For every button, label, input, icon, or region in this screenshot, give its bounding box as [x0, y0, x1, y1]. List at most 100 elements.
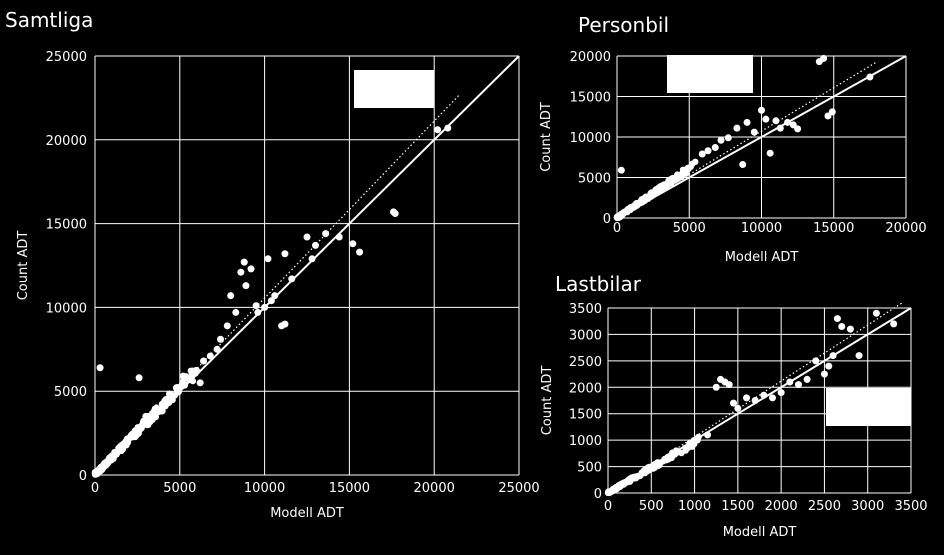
trend-line: [607, 302, 903, 494]
x-tick-label: 5000: [163, 481, 196, 496]
scatter-point: [698, 150, 706, 158]
reference-line: [607, 307, 912, 494]
scatter-point: [890, 320, 898, 328]
scatter-point: [288, 275, 296, 283]
scatter-point: [734, 404, 742, 412]
scatter-point: [308, 255, 316, 263]
scatter-point: [762, 115, 770, 123]
scatter-point: [794, 125, 802, 133]
scatter-point: [712, 383, 720, 391]
scatter-point: [172, 384, 180, 392]
scatter-point: [768, 394, 776, 402]
x-tick-label: 2500: [808, 499, 841, 514]
scatter-point: [743, 394, 751, 402]
scatter-point: [711, 144, 719, 152]
x-tick-label: 500: [639, 499, 664, 514]
x-tick-label: 1500: [721, 499, 754, 514]
x-tick-label: 15000: [329, 481, 370, 496]
y-tick-label: 20000: [570, 50, 611, 65]
scatter-point: [96, 364, 104, 372]
y-tick-label: 2500: [569, 355, 602, 370]
scatter-point: [812, 357, 820, 365]
x-tick-label: 0: [91, 481, 99, 496]
y-axis-label: Count ADT: [540, 366, 555, 436]
scatter-point: [717, 136, 725, 144]
scatter-point: [777, 389, 785, 397]
scatter-point: [730, 399, 738, 407]
trend-line: [616, 61, 878, 219]
scatter-point: [223, 322, 231, 330]
scatter-point: [733, 124, 741, 132]
scatter-point: [169, 396, 176, 404]
x-axis-label: Modell ADT: [725, 250, 799, 265]
scatter-point: [803, 375, 811, 383]
scatter-point: [227, 292, 235, 300]
scatter-point: [281, 250, 289, 258]
scatter-point: [739, 161, 747, 169]
x-tick-label: 2000: [765, 499, 798, 514]
chart-title: Personbil: [578, 13, 669, 37]
x-tick-label: 10000: [244, 481, 285, 496]
scatter-point: [794, 381, 802, 389]
scatter-point: [617, 166, 625, 174]
x-axis-label: Modell ADT: [270, 506, 344, 521]
x-tick-label: 25000: [498, 481, 539, 496]
scatter-point: [240, 258, 248, 266]
x-tick-label: 3500: [894, 499, 927, 514]
chart-title: Samtliga: [5, 8, 93, 32]
chart-1: Samtliga 0 5000 10000 15000 20000 25000 0 5000 10…: [5, 8, 540, 521]
scatter-point: [825, 362, 833, 370]
scatter-point: [142, 412, 150, 420]
x-tick-label: 20000: [414, 481, 455, 496]
y-tick-label: 0: [594, 487, 602, 502]
scatter-point: [206, 352, 214, 360]
scatter-point: [349, 240, 357, 248]
x-tick-label: 1000: [678, 499, 711, 514]
y-tick-label: 3000: [569, 328, 602, 343]
scatter-point: [254, 308, 262, 316]
reference-line: [616, 55, 907, 219]
scatter-point: [704, 147, 712, 155]
scatter-point: [131, 427, 139, 434]
scatter-point: [311, 241, 319, 249]
chart-2: Personbil 0 5000 10000 15000 20000 0 5000 10000 1…: [539, 13, 927, 265]
scatter-point: [833, 315, 841, 323]
y-tick-label: 2000: [569, 381, 602, 396]
scatter-point: [166, 391, 174, 399]
y-tick-label: 10000: [570, 131, 611, 146]
legend-box: [354, 70, 434, 108]
y-tick-label: 10000: [46, 301, 87, 316]
scatter-point: [689, 160, 696, 168]
y-axis-label: Count ADT: [16, 231, 31, 301]
y-tick-label: 5000: [54, 385, 87, 400]
scatter-point: [820, 370, 828, 378]
y-tick-label: 15000: [570, 91, 611, 106]
scatter-point: [647, 191, 655, 198]
scatter-point: [724, 134, 732, 142]
scatter-point: [264, 255, 272, 263]
scatter-point: [820, 54, 828, 62]
x-axis-label: Modell ADT: [723, 525, 797, 540]
y-tick-label: 25000: [46, 50, 87, 65]
scatter-point: [682, 447, 689, 454]
y-tick-label: 1000: [569, 434, 602, 449]
scatter-point: [675, 172, 682, 180]
y-tick-label: 3500: [569, 302, 602, 317]
y-tick-label: 5000: [578, 172, 611, 187]
x-tick-label: 0: [604, 499, 612, 514]
x-tick-label: 0: [613, 221, 621, 236]
scatter-point: [232, 308, 240, 316]
scatter-point: [161, 397, 168, 405]
scatter-point: [750, 128, 758, 136]
y-tick-label: 1500: [569, 408, 602, 423]
x-tick-label: 5000: [673, 221, 706, 236]
y-axis-label: Count ADT: [539, 102, 554, 172]
scatter-point: [179, 372, 187, 380]
scatter-point: [281, 320, 289, 328]
x-tick-label: 15000: [813, 221, 854, 236]
scatter-point: [303, 233, 311, 241]
scatter-point: [135, 374, 143, 382]
y-tick-label: 0: [603, 212, 611, 227]
scatter-point: [217, 335, 225, 343]
scatter-point: [196, 379, 204, 387]
